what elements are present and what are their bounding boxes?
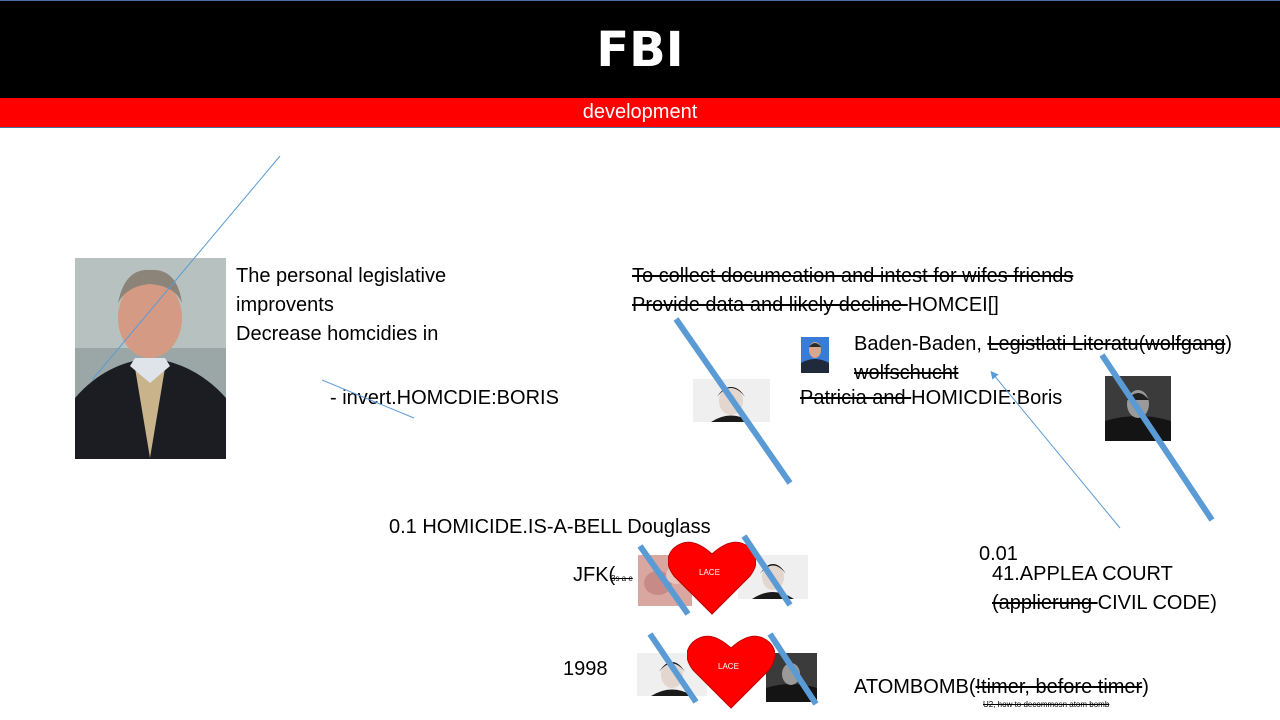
- provide-data-line: Provide data and likely decline HOMCEI[]: [632, 291, 999, 320]
- arrow-line: [990, 370, 1121, 529]
- heart-shape-2: LACE: [686, 632, 776, 710]
- homcei-text: HOMCEI[]: [907, 294, 999, 316]
- title-bar: FBI: [0, 0, 1280, 98]
- left-text-line3: Decrease homcidies in: [236, 323, 439, 345]
- jfk-tiny-struck: 3s a e: [611, 574, 633, 583]
- year-text: 1998: [563, 658, 608, 680]
- appleа-court-text: 41.APPLEA COURT: [992, 563, 1173, 585]
- jfk-text: JFK(: [573, 564, 616, 586]
- subtitle-bar: development: [0, 98, 1280, 128]
- heart-label-1: LACE: [699, 568, 720, 577]
- atombomb-note: U2, how to decommosn atom bomb: [983, 700, 1110, 709]
- value-text: 0.01: [979, 543, 1018, 565]
- baden-text: Baden-Baden,: [854, 333, 988, 355]
- thin-line-invert: [321, 379, 415, 419]
- baden-line: Baden-Baden, Legistlati Literatu(wolfgan…: [854, 330, 1232, 359]
- left-text-line2: improvents: [236, 294, 334, 316]
- timer-struck: !timer, before timer: [975, 676, 1143, 698]
- provide-data-struck: Provide data and likely decline: [632, 294, 908, 316]
- homicide-bell-text: 0.1 HOMICIDE.IS-A-BELL Douglass: [389, 516, 711, 538]
- portrait-photo: [75, 258, 226, 459]
- patricia-line: Patricia and HOMICDIE:Boris: [800, 384, 1062, 413]
- invert-homicide-text: - invert.HOMCDIE:BORIS: [330, 387, 559, 409]
- left-text-line1: The personal legislative: [236, 265, 447, 287]
- atombomb-text: ATOMBOMB(: [854, 676, 976, 698]
- atombomb-line: ATOMBOMB(!timer, before timer): [854, 673, 1149, 702]
- small-portrait-photo: [801, 337, 829, 373]
- thin-line-portrait: [91, 155, 281, 381]
- page-title: FBI: [596, 21, 684, 78]
- civil-code-text: CIVIL CODE): [1097, 592, 1217, 614]
- atombomb-close: ): [1142, 676, 1149, 698]
- slash-boy-photo-3: [647, 632, 699, 704]
- slash-dark-photo-small: [767, 632, 819, 706]
- slash-boy-photo-1: [673, 317, 793, 485]
- struck-collect-text: To collect documeation and intest for wi…: [632, 265, 1074, 287]
- homicdie-boris-text: HOMICDIE:Boris: [911, 387, 1063, 409]
- slash-boy-photo-2: [741, 534, 793, 607]
- patricia-struck: Patricia and: [800, 387, 912, 409]
- slash-pink-photo: [637, 544, 691, 616]
- civil-code-line: (applierung CIVIL CODE): [992, 589, 1217, 618]
- page-subtitle: development: [582, 101, 698, 123]
- heart-label-2: LACE: [718, 662, 739, 671]
- applierung-struck: (applierung: [992, 592, 1098, 614]
- baden-close: ): [1225, 333, 1233, 355]
- wolfschucht-struck: wolfschucht: [854, 362, 959, 384]
- slash-dark-photo: [1099, 353, 1215, 522]
- legistlati-struck: Legistlati Literatu(wolfgang: [987, 333, 1226, 355]
